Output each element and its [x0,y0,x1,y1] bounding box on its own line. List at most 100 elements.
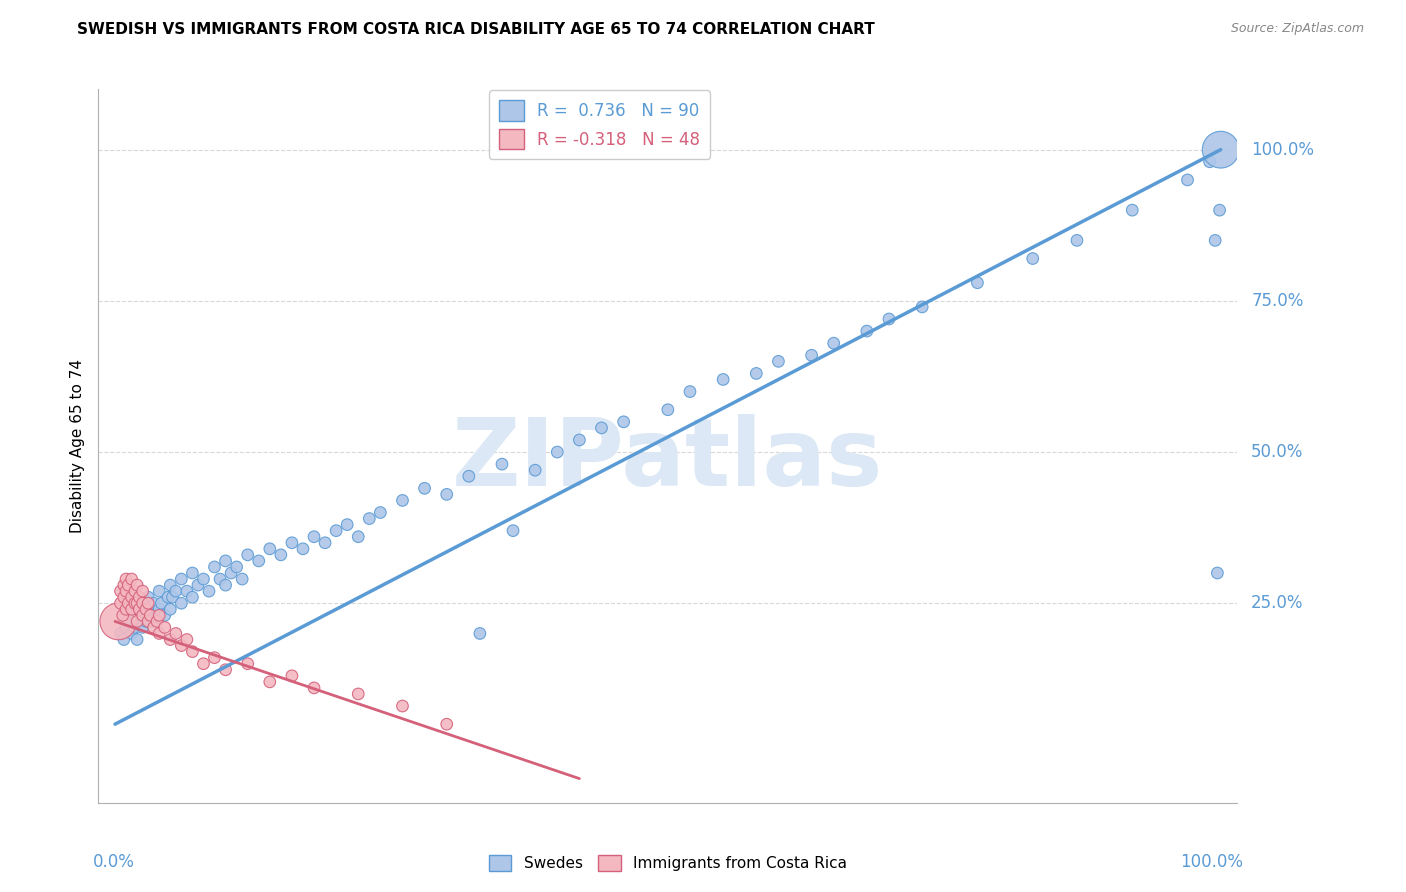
Point [124,584,146,599]
Text: 100.0%: 100.0% [1251,141,1315,159]
Point [112,578,135,592]
Text: 0.0%: 0.0% [93,853,135,871]
Point [136,608,159,623]
Point [247,554,270,568]
Point [115,608,138,623]
Point [209,572,232,586]
Point [214,578,236,592]
Point [139,602,162,616]
Point [823,336,845,351]
Text: 75.0%: 75.0% [1251,292,1303,310]
Point [131,620,153,634]
Point [214,663,236,677]
Point [236,548,259,562]
Point [159,602,181,616]
Point [181,590,204,604]
Point [139,608,162,623]
Point [800,348,823,362]
Point [115,572,138,586]
Point [131,602,153,616]
Point [127,596,149,610]
Point [856,324,879,338]
Point [146,615,169,629]
Point [457,469,479,483]
Text: Source: ZipAtlas.com: Source: ZipAtlas.com [1230,22,1364,36]
Point [131,596,153,610]
Point [302,681,325,695]
Point [657,402,679,417]
Point [181,645,204,659]
Point [117,596,139,610]
Point [768,354,790,368]
Point [110,596,132,610]
Point [107,615,129,629]
Point [170,572,193,586]
Point [110,626,132,640]
Point [204,650,226,665]
Point [524,463,547,477]
Point [112,632,135,647]
Point [136,590,159,604]
Point [157,590,180,604]
Point [225,560,247,574]
Point [336,517,359,532]
Point [170,596,193,610]
Point [127,596,149,610]
Point [142,596,165,610]
Point [131,584,153,599]
Point [112,590,135,604]
Point [124,596,146,610]
Point [115,620,138,634]
Point [259,674,281,689]
Point [1066,233,1088,247]
Point [115,584,138,599]
Point [491,457,513,471]
Text: ZIPatlas: ZIPatlas [453,414,883,507]
Point [162,590,184,604]
Point [121,602,143,616]
Point [259,541,281,556]
Point [135,615,157,629]
Point [214,554,236,568]
Point [711,372,734,386]
Point [281,669,304,683]
Point [176,632,198,647]
Point [153,608,176,623]
Point [325,524,347,538]
Point [124,620,146,634]
Point [1022,252,1045,266]
Point [121,572,143,586]
Point [302,530,325,544]
Point [966,276,988,290]
Point [347,687,370,701]
Point [679,384,702,399]
Point [148,602,170,616]
Point [877,312,900,326]
Point [591,421,613,435]
Point [131,608,153,623]
Point [187,578,209,592]
Point [231,572,253,586]
Point [911,300,934,314]
Point [170,639,193,653]
Point [281,535,304,549]
Point [115,602,138,616]
Point [153,620,176,634]
Point [198,584,221,599]
Point [127,615,149,629]
Point [1206,566,1229,580]
Point [568,433,591,447]
Point [135,602,157,616]
Point [150,596,173,610]
Point [127,615,149,629]
Point [1198,154,1220,169]
Point [413,481,436,495]
Point [128,590,150,604]
Point [146,608,169,623]
Legend: Swedes, Immigrants from Costa Rica: Swedes, Immigrants from Costa Rica [482,849,853,877]
Point [159,578,181,592]
Point [121,590,143,604]
Point [391,493,413,508]
Point [613,415,636,429]
Point [391,699,413,714]
